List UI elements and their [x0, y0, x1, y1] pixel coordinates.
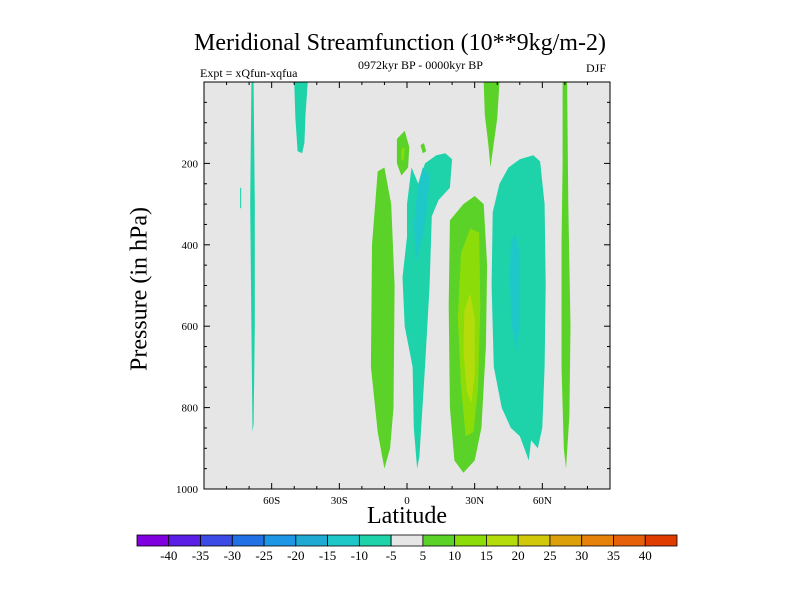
y-tick-label: 600 — [182, 321, 199, 333]
contour-region-pos-core-30N — [463, 293, 475, 404]
chart-title: Meridional Streamfunction (10**9kg/m-2) — [194, 30, 606, 56]
contour-region-neg-patch-72S — [240, 187, 242, 209]
x-tick-label: 30N — [465, 495, 484, 507]
colorbar-box — [454, 534, 487, 547]
y-tick-label: 200 — [182, 158, 199, 170]
colorbar-box — [644, 534, 678, 547]
colorbar-box — [136, 534, 170, 547]
y-tick-label: 400 — [182, 240, 199, 252]
colorbar-box — [422, 534, 456, 547]
y-tick-label: 1000 — [176, 484, 199, 496]
contour-region-pos-top-35N — [483, 82, 500, 168]
colorbar-label: 40 — [639, 548, 652, 563]
colorbar-box — [358, 534, 392, 547]
chart-subtitle: 0972kyr BP - 0000kyr BP — [358, 58, 483, 72]
colorbar-box — [231, 534, 265, 547]
experiment-label: Expt = xQfun-xqfua — [200, 66, 298, 80]
contour-region-neg-band-60S — [250, 82, 255, 432]
colorbar-label: -25 — [255, 548, 272, 563]
contour-region-pos-dot-7N — [420, 143, 427, 154]
colorbar-label: -40 — [160, 548, 177, 563]
colorbar-box — [486, 534, 519, 547]
x-tick-label: 60S — [263, 495, 280, 507]
x-tick-label: 0 — [404, 495, 410, 507]
colorbar-label: 30 — [575, 548, 588, 563]
y-tick-label: 800 — [182, 403, 199, 415]
colorbar-label: 5 — [420, 548, 427, 563]
contour-region-neg-inner-50N — [509, 232, 520, 351]
contour-region-pos-inner-eq — [401, 147, 405, 162]
colorbar-box — [390, 534, 424, 547]
colorbar-box — [613, 534, 646, 547]
colorbar-box — [581, 534, 614, 547]
colorbar-label: 25 — [543, 548, 556, 563]
x-tick-label: 30S — [331, 495, 348, 507]
colorbar-label: -5 — [386, 548, 397, 563]
contour-region-neg-inner-eq — [413, 167, 430, 262]
colorbar-box — [168, 534, 201, 547]
colorbar-label: -15 — [319, 548, 336, 563]
season-label: DJF — [586, 61, 607, 75]
contour-region-neg-tongue-45S — [294, 82, 308, 154]
colorbar-box — [295, 534, 328, 547]
colorbar-box — [263, 534, 297, 547]
colorbar-label: 20 — [512, 548, 525, 563]
colorbar-box — [549, 534, 583, 547]
contour-region-pos-band-70N — [561, 82, 571, 469]
colorbar-label: -10 — [351, 548, 368, 563]
colorbar-box — [327, 534, 360, 547]
colorbar-label: -35 — [192, 548, 209, 563]
x-tick-label: 60N — [533, 495, 552, 507]
colorbar-label: 10 — [448, 548, 461, 563]
contour-region-pos-lobe-15S — [370, 167, 395, 469]
colorbar-label: -20 — [287, 548, 304, 563]
colorbar-box — [200, 534, 233, 547]
colorbar-label: -30 — [224, 548, 241, 563]
colorbar-label: 15 — [480, 548, 493, 563]
x-axis-label: Latitude — [367, 503, 447, 529]
colorbar-box — [517, 534, 551, 547]
colorbar-label: 35 — [607, 548, 620, 563]
